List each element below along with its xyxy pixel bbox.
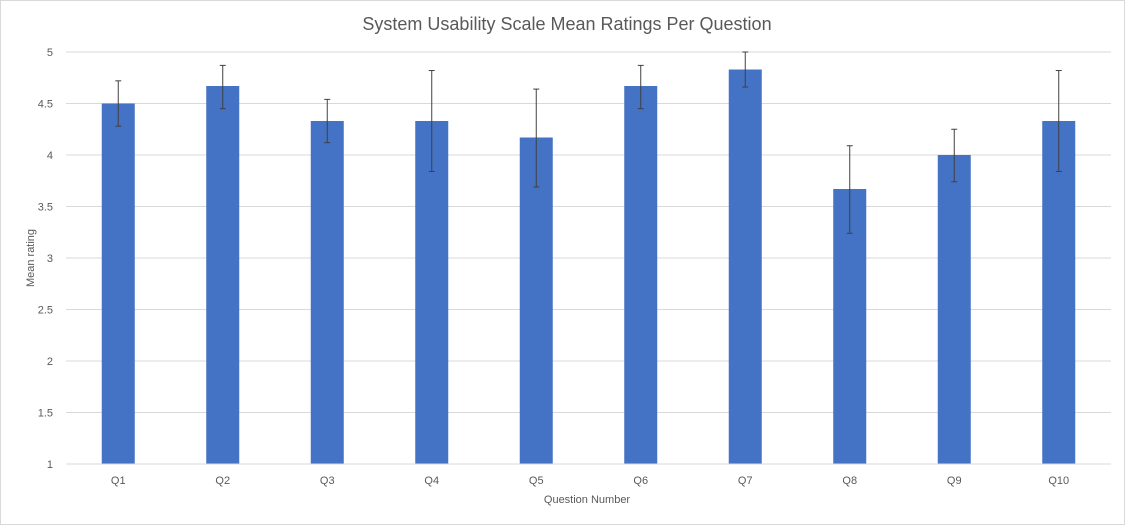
error-bar bbox=[1055, 70, 1062, 172]
bar bbox=[728, 69, 762, 464]
error-bar bbox=[428, 70, 435, 172]
x-tick-label: Q9 bbox=[947, 475, 962, 487]
x-tick-label: Q7 bbox=[738, 475, 753, 487]
error-bar bbox=[533, 88, 540, 188]
x-tick-label: Q6 bbox=[633, 475, 648, 487]
error-bars bbox=[115, 51, 1062, 234]
gridlines bbox=[66, 51, 1111, 413]
error-bar bbox=[219, 64, 226, 110]
bar bbox=[937, 155, 971, 464]
bar bbox=[519, 137, 553, 465]
y-tick-label: 4 bbox=[47, 150, 53, 162]
bar bbox=[101, 103, 135, 464]
error-bar bbox=[637, 64, 644, 110]
error-bar bbox=[324, 98, 331, 144]
x-tick-label: Q3 bbox=[320, 475, 335, 487]
y-tick-label: 1 bbox=[47, 459, 53, 471]
x-axis-title: Question Number bbox=[544, 494, 631, 506]
y-axis-ticks: 1 1.5 2 2.5 3 3.5 4 4.5 5 bbox=[38, 47, 53, 471]
error-bar bbox=[742, 51, 749, 88]
y-tick-label: 4.5 bbox=[38, 99, 53, 111]
y-tick-label: 3 bbox=[47, 253, 53, 265]
bars bbox=[101, 69, 1076, 465]
error-bar bbox=[115, 80, 122, 127]
bar bbox=[415, 121, 449, 464]
error-bar bbox=[846, 145, 853, 234]
x-tick-label: Q8 bbox=[842, 475, 857, 487]
error-bar bbox=[951, 128, 958, 183]
bar bbox=[624, 85, 658, 465]
x-axis-ticks: Q1 Q2 Q3 Q4 Q5 Q6 Q7 Q8 Q9 Q10 bbox=[111, 475, 1069, 487]
y-tick-label: 2.5 bbox=[38, 305, 53, 317]
x-tick-label: Q5 bbox=[529, 475, 544, 487]
y-tick-label: 1.5 bbox=[38, 408, 53, 420]
x-tick-label: Q4 bbox=[424, 475, 439, 487]
chart-title: System Usability Scale Mean Ratings Per … bbox=[362, 14, 771, 34]
x-tick-label: Q1 bbox=[111, 475, 126, 487]
x-tick-label: Q2 bbox=[215, 475, 230, 487]
bar bbox=[206, 85, 240, 465]
bar bbox=[310, 121, 344, 464]
bar bbox=[833, 188, 867, 465]
y-tick-label: 3.5 bbox=[38, 202, 53, 214]
y-tick-label: 5 bbox=[47, 47, 53, 59]
x-tick-label: Q10 bbox=[1048, 475, 1069, 487]
y-axis-title: Mean rating bbox=[25, 229, 37, 287]
bar bbox=[1042, 121, 1076, 464]
y-tick-label: 2 bbox=[47, 356, 53, 368]
